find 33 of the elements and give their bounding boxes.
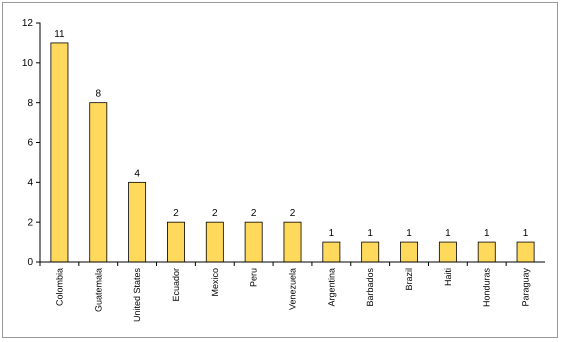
x-tick-label: Barbados xyxy=(365,268,376,307)
data-label: 2 xyxy=(212,208,218,220)
y-tick-label: 8 xyxy=(27,98,34,109)
data-label: 2 xyxy=(173,208,180,220)
x-tick-label: Mexico xyxy=(210,268,220,297)
data-label: 1 xyxy=(484,228,490,240)
x-tick-label: Guatemala xyxy=(93,268,104,312)
data-label: 1 xyxy=(406,228,412,240)
x-tick-label: Ecuador xyxy=(170,268,181,302)
data-label: 8 xyxy=(95,88,102,100)
x-tick-label: Peru xyxy=(248,268,259,288)
x-tick-label: Haiti xyxy=(442,268,453,286)
x-tick-label: Colombia xyxy=(54,268,64,306)
data-label: 2 xyxy=(290,208,296,220)
y-tick-label: 12 xyxy=(22,18,34,30)
data-label: 4 xyxy=(134,168,140,180)
y-tick-label: 0 xyxy=(27,257,34,268)
x-tick-label: Argentina xyxy=(326,268,336,307)
y-tick-label: 6 xyxy=(27,138,34,149)
x-tick-label: Brazil xyxy=(404,268,414,291)
data-label: 1 xyxy=(328,228,335,240)
data-label: 2 xyxy=(250,208,257,220)
x-tick-label: United States xyxy=(132,268,142,322)
data-label: 11 xyxy=(54,28,66,40)
y-tick-label: 2 xyxy=(27,217,34,228)
y-tick-label: 10 xyxy=(22,58,34,70)
x-tick-label: Venezuela xyxy=(288,268,298,310)
data-label: 1 xyxy=(367,228,374,240)
data-label: 1 xyxy=(445,228,452,240)
data-label: 1 xyxy=(522,228,529,240)
x-tick-label: Paraguay xyxy=(520,268,531,307)
x-tick-label: Honduras xyxy=(482,268,492,308)
y-tick-label: 4 xyxy=(27,178,34,189)
